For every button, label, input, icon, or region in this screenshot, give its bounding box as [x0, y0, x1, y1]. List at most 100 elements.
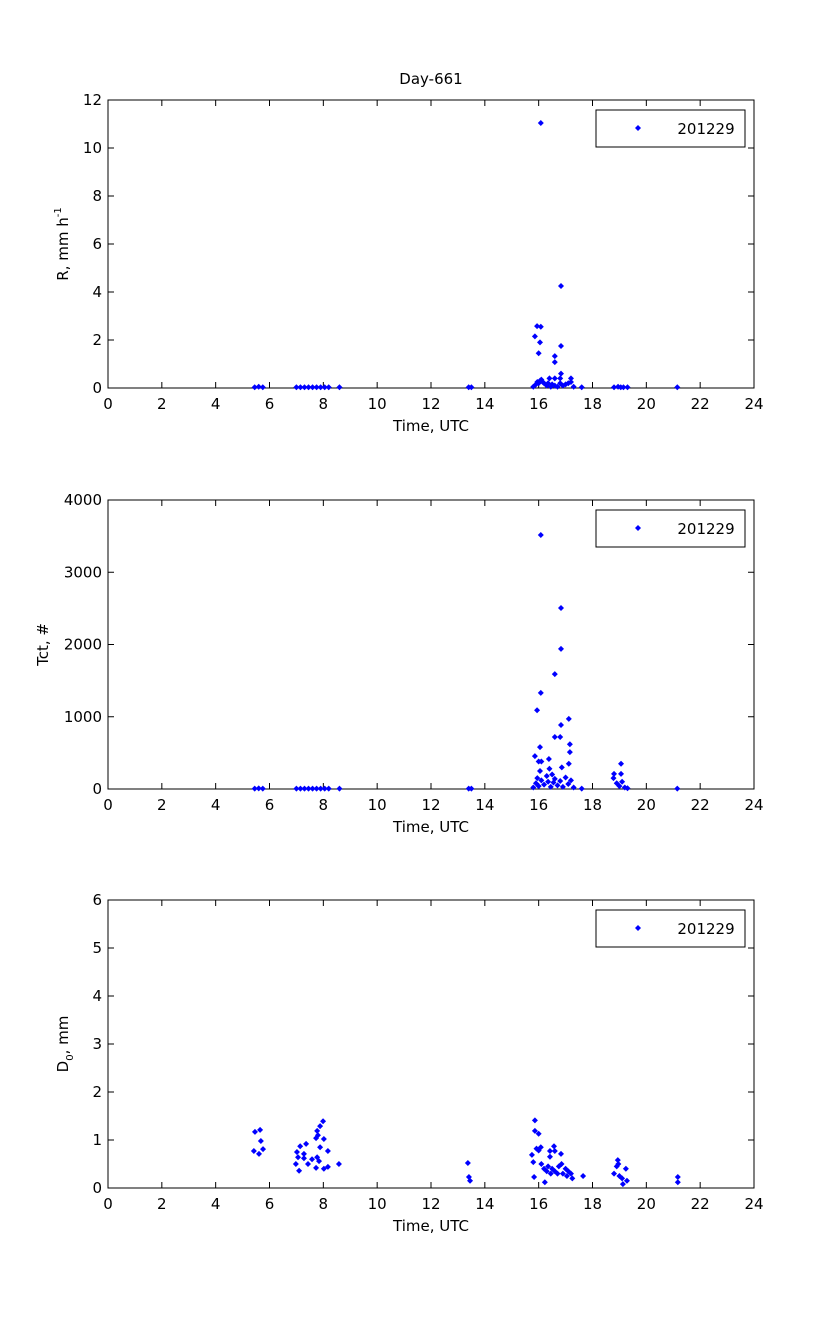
data-point [559, 1170, 566, 1177]
data-point [250, 1148, 257, 1155]
data-point [336, 785, 343, 792]
legend: 201229 [595, 909, 746, 948]
data-point [623, 1177, 630, 1184]
data-point [321, 384, 328, 391]
data-point [557, 778, 564, 785]
y-tick-label: 3 [92, 1035, 102, 1053]
legend-marker-icon [635, 125, 641, 131]
y-tick-label: 8 [92, 187, 102, 205]
data-point [674, 785, 681, 792]
data-point [300, 1150, 307, 1157]
x-tick-label: 4 [211, 1195, 221, 1213]
data-point [531, 753, 538, 760]
x-tick-label: 18 [583, 1195, 602, 1213]
y-tick-label: 4 [92, 283, 102, 301]
x-tick-label: 10 [368, 395, 387, 413]
x-tick-label: 24 [744, 395, 763, 413]
data-point [257, 1126, 264, 1133]
data-point [567, 777, 574, 784]
data-point [534, 707, 541, 714]
data-point [531, 1127, 538, 1134]
data-point [578, 384, 585, 391]
y-tick-label: 6 [92, 235, 102, 253]
x-tick-label: 18 [583, 796, 602, 814]
data-point [622, 1165, 629, 1172]
x-tick-label: 20 [637, 796, 656, 814]
x-axis-label: Time, UTC [392, 818, 469, 836]
data-point [611, 770, 618, 777]
data-point [260, 1146, 267, 1153]
data-point [297, 384, 304, 391]
y-axis-label-text: Tct, # [34, 623, 52, 667]
data-point [303, 1140, 310, 1147]
y-tick-label: 12 [83, 91, 102, 109]
data-point [618, 760, 625, 767]
data-point [259, 785, 266, 792]
legend-marker-icon [635, 925, 641, 931]
data-point [336, 384, 343, 391]
data-point [325, 384, 332, 391]
data-point [300, 1155, 307, 1162]
data-point [538, 758, 545, 765]
x-axis-label: Time, UTC [392, 417, 469, 435]
y-tick-label: 0 [92, 1179, 102, 1197]
y-axis-label: Tct, # [34, 623, 52, 667]
data-point [565, 715, 572, 722]
figure-title: Day-661 [399, 70, 462, 88]
subplot-2: 0 2 4 6 8 10 12 14 16 18 20 22 2401000200030004000Ti… [34, 491, 764, 836]
x-tick-label: 0 [103, 796, 113, 814]
data-point [535, 350, 542, 357]
y-axis-label: R, mm h-1 [53, 207, 72, 280]
data-point [547, 783, 554, 790]
y-tick-label: 2000 [64, 636, 102, 654]
x-tick-label: 24 [744, 796, 763, 814]
legend: 201229 [595, 509, 746, 548]
data-point [620, 384, 627, 391]
data-point [551, 1143, 558, 1150]
x-tick-label: 6 [265, 1195, 275, 1213]
x-tick-label: 24 [744, 1195, 763, 1213]
data-point [530, 784, 537, 791]
data-point [551, 733, 558, 740]
data-point [551, 1148, 558, 1155]
data-point [535, 783, 542, 790]
data-point [297, 1143, 304, 1150]
legend-label: 201229 [677, 920, 734, 938]
data-point [317, 1144, 324, 1151]
x-tick-label: 22 [691, 796, 710, 814]
plot-area [107, 99, 755, 389]
data-point [567, 1170, 574, 1177]
data-point [320, 1136, 327, 1143]
data-point [531, 1117, 538, 1124]
data-point [468, 785, 475, 792]
x-tick-label: 0 [103, 1195, 113, 1213]
data-point [293, 785, 300, 792]
data-point [611, 1170, 618, 1177]
legend-box [595, 909, 746, 948]
y-tick-label: 0 [92, 780, 102, 798]
data-point [610, 775, 617, 782]
data-point [558, 370, 565, 377]
data-point [293, 384, 300, 391]
y-axis-label: D0, mm [54, 1016, 76, 1073]
data-point [551, 671, 558, 678]
y-axis-label-sub: 0 [65, 1054, 76, 1060]
data-point [313, 384, 320, 391]
data-point [301, 384, 308, 391]
data-point [563, 1173, 570, 1179]
data-point [305, 384, 312, 391]
x-tick-label: 22 [691, 1195, 710, 1213]
data-point [531, 1173, 538, 1180]
data-point [309, 1156, 316, 1163]
data-point [624, 384, 631, 391]
y-tick-label: 3000 [64, 563, 102, 581]
x-tick-label: 14 [475, 796, 494, 814]
data-point [317, 1123, 324, 1130]
data-point [292, 1161, 299, 1167]
x-tick-label: 16 [529, 1195, 548, 1213]
data-point [565, 760, 572, 767]
x-tick-label: 8 [319, 796, 329, 814]
data-point [619, 778, 626, 785]
data-point [613, 1163, 620, 1170]
